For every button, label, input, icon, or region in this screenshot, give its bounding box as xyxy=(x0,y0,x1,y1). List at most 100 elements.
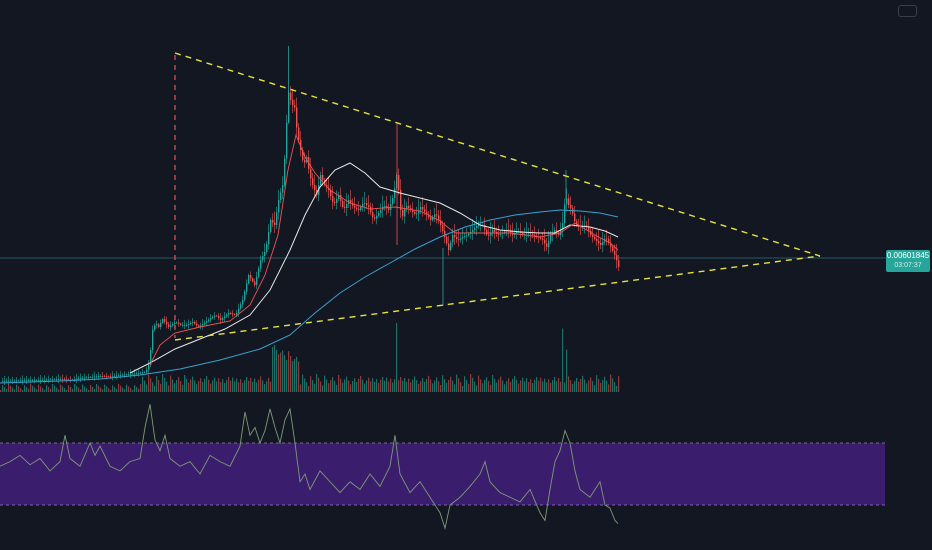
volume-bar xyxy=(198,381,200,392)
volume-bar xyxy=(612,378,614,392)
volume-bar xyxy=(188,382,190,392)
candle-body xyxy=(284,158,286,185)
volume-bar xyxy=(130,388,132,392)
volume-bar xyxy=(530,379,532,392)
volume-bar xyxy=(210,383,212,392)
candle-body xyxy=(248,275,250,284)
candle-body xyxy=(490,232,492,236)
candle-body xyxy=(478,225,480,226)
candle-body xyxy=(530,233,532,235)
candle-body xyxy=(150,350,152,365)
volume-bar xyxy=(354,378,356,392)
volume-bar xyxy=(314,383,316,392)
candle-body xyxy=(50,379,52,381)
volume-bar xyxy=(438,381,440,392)
volume-bar xyxy=(344,379,346,392)
volume-bar xyxy=(420,381,422,392)
candle-body xyxy=(376,215,378,219)
volume-bar xyxy=(494,378,496,392)
volume-bar xyxy=(56,387,58,392)
candle-body xyxy=(242,300,244,305)
candle-body xyxy=(44,379,46,381)
volume-bar xyxy=(510,382,512,392)
volume-bar xyxy=(260,376,262,392)
volume-bar xyxy=(128,386,130,392)
candle-body xyxy=(18,380,20,382)
upper-trendline xyxy=(174,52,821,257)
candle-body xyxy=(200,325,202,327)
candle-body xyxy=(450,242,452,250)
chart-settings-widget[interactable] xyxy=(898,5,917,17)
volume-bar xyxy=(52,384,54,392)
candle-body xyxy=(114,375,116,377)
volume-bar xyxy=(110,390,112,392)
candle-body xyxy=(6,380,8,382)
volume-bar xyxy=(70,387,72,392)
candle-body xyxy=(30,380,32,382)
volume-bar xyxy=(546,382,548,392)
candle-body xyxy=(98,376,100,377)
candle-body xyxy=(28,380,30,382)
volume-bar xyxy=(360,376,362,392)
volume-bar xyxy=(408,378,410,392)
volume-bar xyxy=(536,377,538,392)
volume-bar xyxy=(590,377,592,392)
volume-bar xyxy=(432,383,434,392)
volume-bar xyxy=(28,388,30,392)
candle-body xyxy=(466,235,468,237)
volume-bar xyxy=(284,355,286,392)
volume-bar xyxy=(148,374,150,392)
volume-bar xyxy=(464,376,466,392)
candle-body xyxy=(458,239,460,240)
volume-bar xyxy=(42,388,44,392)
volume-bar xyxy=(146,384,148,392)
volume-bar xyxy=(538,380,540,392)
candle-body xyxy=(32,380,34,381)
candle-body xyxy=(340,195,342,201)
candle-body xyxy=(602,241,604,245)
candle-body xyxy=(84,377,86,379)
candle-body xyxy=(120,375,122,376)
volume-bar xyxy=(282,350,284,392)
candle-body xyxy=(488,234,490,236)
candle-body xyxy=(124,374,126,376)
volume-bar xyxy=(62,386,64,392)
volume-bar xyxy=(512,378,514,392)
candle-body xyxy=(290,92,292,100)
volume-bar xyxy=(374,382,376,392)
candle-body xyxy=(544,240,546,244)
volume-bar xyxy=(126,384,128,392)
candle-body xyxy=(40,380,42,381)
candle-body xyxy=(88,377,90,378)
candle-body xyxy=(16,380,18,382)
volume-bar xyxy=(488,381,490,392)
candle-body xyxy=(56,379,58,380)
candle-body xyxy=(194,322,196,324)
volume-bar xyxy=(162,374,164,392)
volume-bar xyxy=(556,380,558,392)
candle-body xyxy=(158,324,160,327)
volume-bar xyxy=(68,385,70,392)
volume-bar xyxy=(206,376,208,392)
volume-bar xyxy=(136,387,138,392)
volume-bar xyxy=(288,351,290,392)
volume-bar xyxy=(194,380,196,392)
volume-bar xyxy=(474,381,476,392)
volume-bar xyxy=(4,387,6,392)
volume-bar xyxy=(312,380,314,392)
candle-body xyxy=(564,204,566,223)
candle-body xyxy=(76,378,78,380)
candle-body xyxy=(254,281,256,285)
candle-body xyxy=(526,233,528,235)
candle-body xyxy=(244,291,246,300)
candle-body xyxy=(444,231,446,237)
candle-body xyxy=(324,180,326,185)
candle-body xyxy=(20,380,22,382)
candle-body xyxy=(314,185,316,190)
candle-body xyxy=(238,308,240,313)
candle-body xyxy=(392,198,394,204)
candle-body xyxy=(380,209,382,213)
volume-bar xyxy=(50,388,52,392)
